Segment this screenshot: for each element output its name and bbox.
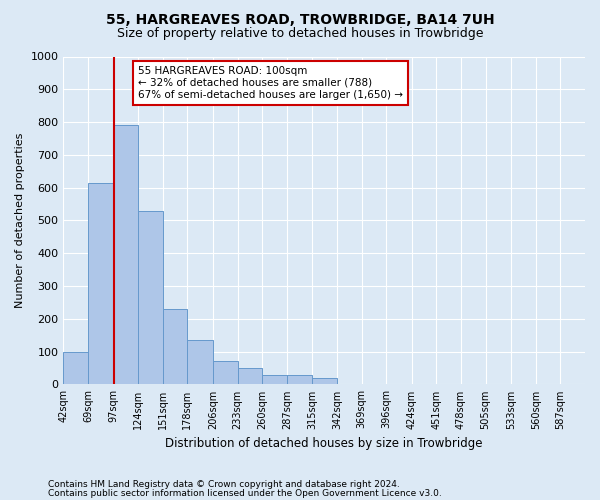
Text: Size of property relative to detached houses in Trowbridge: Size of property relative to detached ho… <box>117 28 483 40</box>
Bar <box>88 183 113 384</box>
Bar <box>187 340 213 384</box>
Text: Contains public sector information licensed under the Open Government Licence v3: Contains public sector information licen… <box>48 489 442 498</box>
Bar <box>213 362 238 384</box>
Bar <box>163 309 187 384</box>
Bar <box>238 368 262 384</box>
Bar <box>113 126 138 384</box>
Bar <box>287 374 313 384</box>
X-axis label: Distribution of detached houses by size in Trowbridge: Distribution of detached houses by size … <box>166 437 483 450</box>
Text: Contains HM Land Registry data © Crown copyright and database right 2024.: Contains HM Land Registry data © Crown c… <box>48 480 400 489</box>
Bar <box>64 352 88 384</box>
Y-axis label: Number of detached properties: Number of detached properties <box>15 133 25 308</box>
Bar <box>313 378 337 384</box>
Text: 55, HARGREAVES ROAD, TROWBRIDGE, BA14 7UH: 55, HARGREAVES ROAD, TROWBRIDGE, BA14 7U… <box>106 12 494 26</box>
Bar <box>262 374 287 384</box>
Text: 55 HARGREAVES ROAD: 100sqm
← 32% of detached houses are smaller (788)
67% of sem: 55 HARGREAVES ROAD: 100sqm ← 32% of deta… <box>138 66 403 100</box>
Bar <box>138 210 163 384</box>
